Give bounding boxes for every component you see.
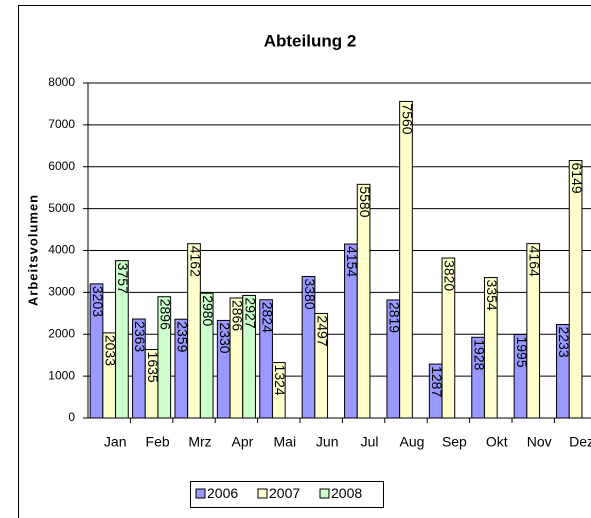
data-label: 7560 [399, 103, 415, 134]
y-tick-label: 6000 [48, 159, 75, 173]
legend-swatch [257, 488, 268, 499]
bar [441, 257, 456, 419]
data-label: 3354 [484, 280, 500, 311]
data-label: 2033 [102, 335, 118, 366]
data-label: 1635 [145, 352, 161, 383]
data-label: 2497 [314, 315, 330, 346]
chart-title: Abteilung 2 [264, 31, 357, 50]
x-tick-label: Mrz [188, 434, 211, 450]
legend-label: 2007 [269, 485, 300, 501]
bar [271, 362, 286, 419]
bar [399, 100, 413, 419]
bar [356, 183, 371, 419]
data-label: 4162 [187, 246, 203, 277]
y-tick-label: 2000 [48, 326, 75, 340]
data-label: 1995 [514, 336, 530, 367]
data-label: 3203 [90, 286, 106, 317]
y-tick-label: 7000 [48, 117, 75, 131]
data-label: 4164 [526, 246, 542, 277]
data-label: 1287 [429, 366, 445, 397]
data-label: 3757 [115, 263, 131, 294]
bar [199, 292, 214, 419]
data-label: 2330 [217, 322, 233, 353]
data-label: 2359 [175, 321, 191, 352]
data-label: 2819 [387, 302, 403, 333]
bar [314, 312, 329, 419]
data-label: 2363 [132, 321, 148, 352]
y-tick-label: 4000 [48, 243, 75, 257]
x-tick-label: Mai [274, 434, 297, 450]
data-label: 2824 [259, 302, 275, 333]
y-tick-label: 5000 [48, 201, 75, 215]
x-tick-label: Jun [316, 434, 339, 450]
legend-box [190, 481, 384, 508]
x-tick-label: Okt [486, 434, 508, 450]
data-label: 1928 [471, 339, 487, 370]
data-label: 2233 [556, 326, 572, 357]
x-tick-label: Jul [361, 434, 379, 450]
data-label: 2927 [242, 297, 258, 328]
data-label: 1324 [272, 365, 288, 396]
bar [568, 160, 583, 419]
data-label: 5580 [357, 186, 373, 217]
data-label: 2896 [158, 299, 174, 330]
data-label: 3820 [442, 260, 458, 291]
bar [259, 299, 273, 419]
bar [526, 243, 541, 419]
data-label: 4154 [344, 246, 360, 277]
x-tick-label: Feb [146, 434, 170, 450]
legend-swatch [195, 488, 206, 499]
x-tick-label: Aug [400, 434, 425, 450]
x-tick-label: Dez [569, 434, 591, 450]
y-tick-label: 8000 [48, 75, 75, 89]
bar [242, 294, 256, 419]
bar [115, 260, 129, 419]
legend-label: 2008 [331, 485, 362, 501]
y-axis-label: Arbeitsvolumen [25, 194, 40, 306]
y-tick-label: 0 [68, 410, 75, 424]
bar [157, 296, 172, 419]
data-label: 2980 [200, 295, 216, 326]
x-tick-label: Apr [232, 434, 254, 450]
data-label: 6149 [569, 163, 585, 194]
y-tick-label: 3000 [48, 285, 75, 299]
chart-border [18, 5, 591, 518]
bar [483, 277, 498, 419]
x-tick-label: Nov [527, 434, 552, 450]
x-tick-label: Sep [442, 434, 467, 450]
legend-label: 2006 [207, 485, 238, 501]
legend-swatch [319, 488, 330, 499]
x-tick-label: Jan [104, 434, 127, 450]
data-label: 2866 [230, 300, 246, 331]
data-label: 3380 [302, 278, 318, 309]
y-tick-label: 1000 [48, 368, 75, 382]
